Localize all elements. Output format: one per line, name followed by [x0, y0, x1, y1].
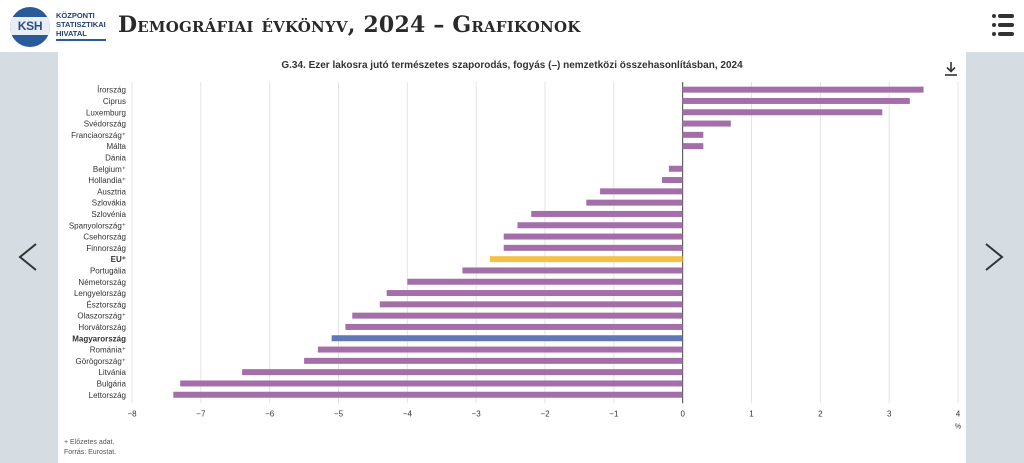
category-label: Litvánia [98, 368, 126, 377]
category-label: Lettország [89, 391, 126, 400]
category-label: Horvátország [78, 323, 126, 332]
menu-icon[interactable] [992, 14, 1014, 36]
logo-band [10, 17, 50, 35]
chart-title: G.34. Ezer lakosra jutó természetes szap… [281, 60, 743, 71]
bar [462, 267, 683, 274]
category-label: Spanyolország⁺ [69, 221, 126, 230]
menu-dot [992, 14, 996, 18]
bar [682, 131, 704, 138]
category-label: Olaszország⁺ [77, 312, 126, 321]
bar [503, 244, 683, 251]
bar [173, 391, 683, 398]
logo-swoosh [56, 39, 106, 41]
bar [352, 312, 683, 319]
category-label: Ciprus [103, 97, 126, 106]
menu-bar [998, 23, 1014, 27]
category-label: Lengyelország [74, 289, 126, 298]
category-label: Luxemburg [86, 108, 126, 117]
x-tick-label: −6 [265, 409, 275, 418]
menu-dot [992, 23, 996, 27]
bar [503, 233, 683, 240]
bar [304, 357, 683, 364]
category-label: Bulgária [97, 379, 127, 388]
menu-bar [998, 32, 1014, 36]
bar [489, 256, 683, 263]
chevron-left-icon[interactable] [16, 242, 40, 272]
bar [407, 278, 683, 285]
footnote-preliminary: + Előzetes adat. [64, 439, 115, 446]
x-tick-label: 0 [680, 409, 685, 418]
bar [517, 222, 683, 229]
footnote-source: Forrás: Eurostat. [64, 449, 117, 456]
category-label: Románia⁺ [90, 346, 126, 355]
category-label: Franciaország⁺ [71, 131, 126, 140]
category-label: Svédország [84, 120, 126, 129]
category-label: Hollandia⁺ [88, 176, 126, 185]
logo-line-3: HIVATAL [56, 29, 87, 38]
category-label: Ausztria [97, 187, 126, 196]
menu-bar [998, 14, 1014, 18]
app-header: KSH KÖZPONTI STATISZTIKAI HIVATAL Demogr… [0, 0, 1024, 53]
bar [242, 369, 683, 376]
category-label: Szlovákia [92, 199, 127, 208]
footnotes: + Előzetes adat. Forrás: Eurostat. [64, 438, 116, 458]
bar [586, 199, 683, 206]
bar [345, 323, 683, 330]
category-label: Írország [97, 86, 126, 95]
x-tick-label: −8 [127, 409, 137, 418]
bar [662, 177, 683, 184]
category-label: Németország [78, 278, 126, 287]
bar-chart: −8 −7 −6 −5 −4 −3 −2 −1 0 1 2 3 4% Írország Ciprus Luxe… [69, 82, 961, 430]
bar [331, 335, 683, 342]
bar [682, 97, 910, 104]
category-label: Magyarország [72, 334, 126, 343]
logo-line-2: STATISZTIKAI [56, 20, 106, 29]
bar [682, 143, 704, 150]
category-label: Portugália [90, 266, 127, 275]
x-tick-label: 3 [887, 409, 892, 418]
category-label: EU⁺ [111, 255, 126, 264]
x-tick-label: 4 [956, 409, 961, 418]
bar [317, 346, 683, 353]
download-icon[interactable] [944, 61, 958, 77]
bar [682, 86, 924, 93]
bar [180, 380, 683, 387]
x-tick-label: 1 [749, 409, 754, 418]
x-tick-label: 2 [818, 409, 823, 418]
category-label: Görögország⁺ [76, 357, 126, 366]
category-label: Szlovénia [91, 210, 126, 219]
bar [682, 109, 883, 116]
bar [379, 301, 683, 308]
bar [668, 165, 683, 172]
category-label: Belgium⁺ [93, 165, 126, 174]
menu-dot [992, 32, 996, 36]
chevron-right-icon[interactable] [982, 242, 1006, 272]
logo-line-1: KÖZPONTI [56, 11, 95, 20]
bar [682, 120, 731, 127]
category-label: Észtország [86, 300, 126, 309]
logo-wordmark: KÖZPONTI STATISZTIKAI HIVATAL [56, 11, 106, 41]
x-tick-label: −2 [540, 409, 550, 418]
category-label: Finnország [86, 244, 126, 253]
category-label: Csehország [83, 233, 126, 242]
x-tick-label: −7 [196, 409, 206, 418]
x-tick-label: −3 [472, 409, 482, 418]
bar [600, 188, 683, 195]
ksh-logo[interactable]: KSH [10, 7, 50, 47]
x-unit-label: % [955, 423, 961, 430]
chart-panel: G.34. Ezer lakosra jutó természetes szap… [58, 52, 966, 463]
x-tick-label: −5 [334, 409, 344, 418]
x-tick-label: −4 [403, 409, 413, 418]
category-label: Málta [106, 142, 126, 151]
page-title: Demográfiai évkönyv, 2024 – Grafikonok [118, 12, 581, 38]
bar [531, 210, 683, 217]
bar [386, 290, 683, 297]
category-label: Dánia [105, 153, 126, 162]
x-tick-label: −1 [609, 409, 619, 418]
logo-abbreviation: KSH [17, 19, 43, 33]
next-panel[interactable] [966, 52, 1024, 463]
prev-panel[interactable] [0, 52, 58, 463]
